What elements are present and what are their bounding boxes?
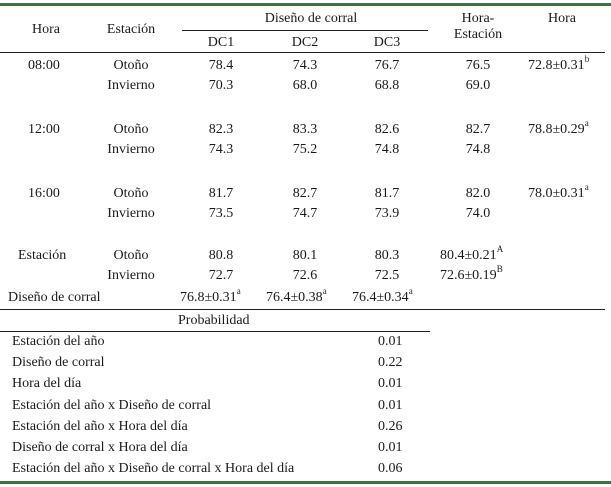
bottom-rule xyxy=(0,481,611,484)
top-rule xyxy=(0,3,611,6)
cell-hora-estacion: 69.0 xyxy=(465,78,491,93)
significance-letter: a xyxy=(408,286,413,297)
cell-hora-estacion: 74.8 xyxy=(465,142,491,157)
cell-hora-estacion: 72.6±0.19B xyxy=(440,264,503,283)
prob-row-value: 0.01 xyxy=(378,334,403,349)
significance-letter: a xyxy=(236,286,241,297)
cell-dc3: 80.3 xyxy=(374,248,400,263)
row-estacion: Invierno xyxy=(107,206,155,221)
probabilidad-title: Probabilidad xyxy=(178,313,250,328)
significance-letter: b xyxy=(584,54,590,65)
diseno-mean-dc1: 76.8±0.31a xyxy=(180,286,241,305)
estacion-block-label: Estación xyxy=(18,248,67,263)
significance-letter: B xyxy=(496,264,503,275)
header-hora-mean: Hora xyxy=(548,11,576,26)
header-hora-estacion-line2: Estación xyxy=(453,27,503,42)
cell-dc2: 68.0 xyxy=(292,78,318,93)
cell-dc3: 74.8 xyxy=(374,142,400,157)
cell-dc3: 82.6 xyxy=(374,122,400,137)
cell-dc1: 73.5 xyxy=(208,206,234,221)
header-diseno-underline xyxy=(182,30,428,31)
row-estacion: Otoño xyxy=(113,122,149,137)
cell-dc2: 75.2 xyxy=(292,142,318,157)
significance-letter: a xyxy=(584,118,589,129)
cell-dc3: 76.7 xyxy=(374,58,400,73)
prob-row-value: 0.01 xyxy=(378,440,403,455)
group-hora: 12:00 xyxy=(28,122,60,137)
prob-row-label: Estación del año x Hora del día xyxy=(12,419,188,434)
prob-row-label: Diseño de corral xyxy=(12,355,105,370)
cell-dc3: 81.7 xyxy=(374,186,400,201)
cell-dc3: 73.9 xyxy=(374,206,400,221)
header-hora-estacion-line1: Hora- xyxy=(461,11,495,26)
diseno-mean-dc2: 76.4±0.38a xyxy=(266,286,327,305)
prob-row-value: 0.22 xyxy=(378,355,403,370)
cell-dc2: 83.3 xyxy=(292,122,318,137)
significance-letter: A xyxy=(496,244,504,255)
prob-row-label: Estación del año x Diseño de corral x Ho… xyxy=(12,461,295,476)
prob-row-value: 0.01 xyxy=(378,398,403,413)
prob-row-label: Hora del día xyxy=(12,376,82,391)
cell-hora-estacion: 82.7 xyxy=(465,122,491,137)
significance-letter: a xyxy=(322,286,327,297)
prob-row-value: 0.26 xyxy=(378,419,403,434)
cell-dc1: 80.8 xyxy=(208,248,234,263)
cell-dc2: 74.3 xyxy=(292,58,318,73)
cell-hora-estacion: 80.4±0.21A xyxy=(440,244,504,263)
prob-row-value: 0.06 xyxy=(378,461,403,476)
prob-row-value: 0.01 xyxy=(378,376,403,391)
cell-dc1: 81.7 xyxy=(208,186,234,201)
cell-hora-mean: 78.0±0.31a xyxy=(528,182,589,201)
cell-dc2: 74.7 xyxy=(292,206,318,221)
group-hora: 16:00 xyxy=(28,186,60,201)
prob-row-label: Estación del año x Diseño de corral xyxy=(12,398,212,413)
row-estacion: Otoño xyxy=(113,58,149,73)
cell-hora-mean: 72.8±0.31b xyxy=(528,54,590,73)
header-dc2: DC2 xyxy=(291,35,319,50)
section-divider xyxy=(0,309,605,310)
group-hora: 08:00 xyxy=(28,58,60,73)
header-dc1: DC1 xyxy=(207,35,235,50)
prob-row-label: Estación del año xyxy=(12,334,105,349)
header-estacion: Estación xyxy=(106,22,156,37)
row-estacion: Otoño xyxy=(113,186,149,201)
row-estacion: Invierno xyxy=(107,78,155,93)
diseno-mean-dc3: 76.4±0.34a xyxy=(352,286,413,305)
cell-dc1: 70.3 xyxy=(208,78,234,93)
probabilidad-underline xyxy=(0,331,430,332)
cell-dc3: 72.5 xyxy=(374,268,400,283)
header-diseno-de-corral: Diseño de corral xyxy=(264,11,358,26)
cell-hora-estacion: 82.0 xyxy=(465,186,491,201)
row-estacion: Otoño xyxy=(113,248,149,263)
cell-hora-estacion: 74.0 xyxy=(465,206,491,221)
cell-dc3: 68.8 xyxy=(374,78,400,93)
cell-dc2: 80.1 xyxy=(292,248,318,263)
cell-hora-mean: 78.8±0.29a xyxy=(528,118,589,137)
header-bottom-line xyxy=(0,52,605,53)
cell-dc2: 72.6 xyxy=(292,268,318,283)
row-estacion: Invierno xyxy=(107,142,155,157)
cell-dc1: 72.7 xyxy=(208,268,234,283)
significance-letter: a xyxy=(584,182,589,193)
header-hora: Hora xyxy=(32,22,60,37)
header-dc3: DC3 xyxy=(373,35,401,50)
prob-row-label: Diseño de corral x Hora del día xyxy=(12,440,188,455)
diseno-row-label: Diseño de corral xyxy=(8,290,101,305)
cell-dc2: 82.7 xyxy=(292,186,318,201)
row-estacion: Invierno xyxy=(107,268,155,283)
cell-dc1: 74.3 xyxy=(208,142,234,157)
cell-dc1: 78.4 xyxy=(208,58,234,73)
cell-hora-estacion: 76.5 xyxy=(465,58,491,73)
cell-dc1: 82.3 xyxy=(208,122,234,137)
